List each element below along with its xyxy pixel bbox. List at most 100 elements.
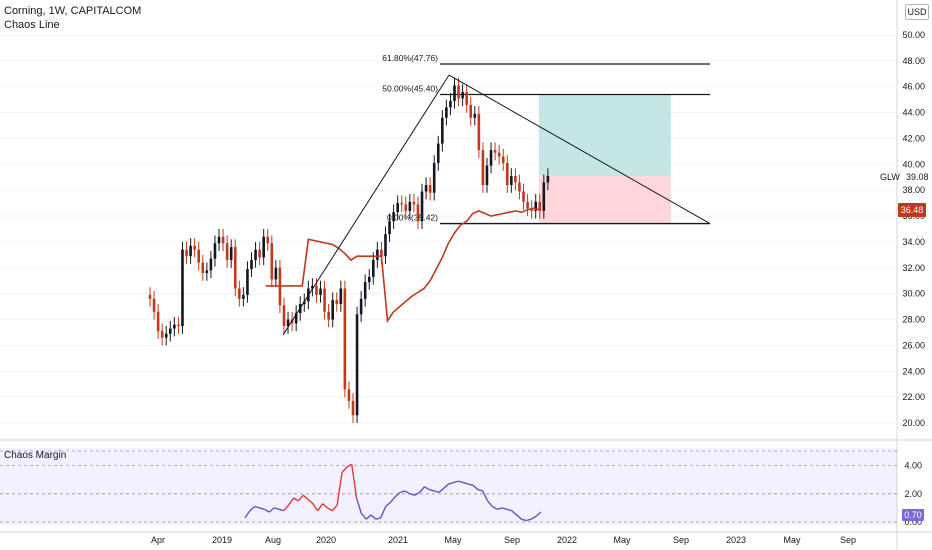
candle-body [221, 236, 225, 244]
margin-segment [429, 488, 435, 492]
candle-body [331, 300, 334, 320]
margin-segment [409, 493, 415, 496]
candle-body [217, 236, 221, 244]
candle-body [505, 163, 509, 186]
time-tick-label: May [613, 535, 631, 545]
candle-body [173, 324, 176, 329]
time-tick-label: Sep [840, 535, 856, 545]
time-tick-label: 2021 [388, 535, 408, 545]
margin-segment [249, 505, 256, 512]
time-tick-label: Apr [151, 535, 165, 545]
candle-body [489, 150, 493, 166]
margin-segment [433, 490, 440, 494]
margin-segment [283, 504, 290, 512]
candle-body [225, 243, 229, 261]
candle-body [156, 311, 160, 332]
price-tick-label: 22.00 [902, 392, 925, 402]
margin-segment [312, 503, 319, 512]
candle-body [343, 288, 347, 390]
currency-button[interactable]: USD [905, 4, 929, 20]
candle-body [164, 333, 168, 338]
candle-body [384, 234, 387, 257]
candle-body [449, 100, 452, 108]
margin-segment [259, 507, 265, 510]
margin-segment [506, 508, 512, 512]
candle-body [400, 203, 404, 205]
margin-segment [482, 490, 489, 502]
margin-segment [365, 514, 372, 520]
price-tick-label: 50.00 [902, 30, 925, 40]
price-tick-label: 42.00 [902, 133, 925, 143]
candle-body [323, 288, 326, 312]
candle-body [233, 247, 237, 289]
candle-body [396, 203, 399, 213]
loss-zone [539, 176, 671, 224]
candle-body [408, 201, 412, 211]
grid [0, 34, 897, 424]
margin-segment [268, 507, 275, 513]
candle-body [270, 243, 274, 280]
candle-body [510, 175, 513, 186]
candle-body [302, 301, 306, 305]
sub-tick-label: 2.00 [904, 489, 922, 499]
symbol-value: 39.08 [906, 172, 929, 182]
margin-segment [293, 497, 299, 502]
candle-body [177, 324, 180, 326]
candle-body [404, 204, 408, 211]
candle-body [209, 258, 213, 271]
margin-segment [501, 507, 508, 510]
candle-body [148, 294, 152, 299]
margin-segment [346, 463, 353, 468]
candle-body [428, 185, 432, 193]
candle-body [246, 269, 249, 295]
chart-title: Corning, 1W, CAPITALCOM [4, 5, 142, 17]
candle-body [205, 270, 209, 273]
margin-segment [530, 515, 537, 520]
price-tick-label: 34.00 [902, 237, 925, 247]
candle-body [388, 221, 391, 235]
candle-body [522, 191, 525, 202]
price-tick-label: 38.00 [902, 185, 925, 195]
candle-body [189, 245, 192, 257]
margin-segment [327, 507, 333, 512]
candle-body [481, 150, 485, 186]
candle-body [424, 185, 428, 192]
price-tick-label: 48.00 [902, 56, 925, 66]
margin-segment [394, 491, 401, 498]
candle-body [213, 243, 217, 259]
candle-body [286, 319, 290, 326]
margin-segment [307, 498, 314, 505]
candle-body [445, 107, 448, 118]
margin-segment [516, 514, 522, 520]
candle-body [376, 249, 379, 261]
fib-levels: 61.80%(47.76) 50.00%(45.40) 0.00%(35.42) [382, 53, 710, 225]
margin-segment [336, 472, 343, 506]
fib-label: 61.80%(47.76) [382, 53, 438, 63]
trend-lines [282, 74, 711, 336]
margin-segment [380, 506, 387, 519]
margin-segment [438, 487, 445, 493]
margin-segment [491, 505, 498, 510]
candle-body [420, 191, 424, 222]
last-price-badge: 36.48 [898, 203, 926, 217]
time-tick-label: May [444, 535, 462, 545]
candle-body [327, 311, 330, 320]
fib-label: 0.00%(35.42) [387, 213, 438, 223]
margin-segment [389, 496, 396, 503]
candle-body [457, 85, 460, 99]
candle-body [514, 175, 517, 183]
price-tick-label: 20.00 [902, 418, 925, 428]
margin-segment [472, 484, 479, 491]
margin-value-badge: 0.70 [902, 509, 924, 521]
candle-body [518, 182, 521, 192]
candle-body [477, 113, 481, 151]
time-tick-label: Sep [673, 535, 689, 545]
candle-body [185, 249, 188, 257]
chaos-line-path [265, 207, 540, 324]
candle-body [363, 282, 367, 299]
margin-segment [278, 508, 284, 512]
margin-segment [273, 507, 280, 510]
candle-body [242, 294, 245, 299]
candle-body [473, 113, 477, 118]
margin-segment [521, 518, 527, 522]
